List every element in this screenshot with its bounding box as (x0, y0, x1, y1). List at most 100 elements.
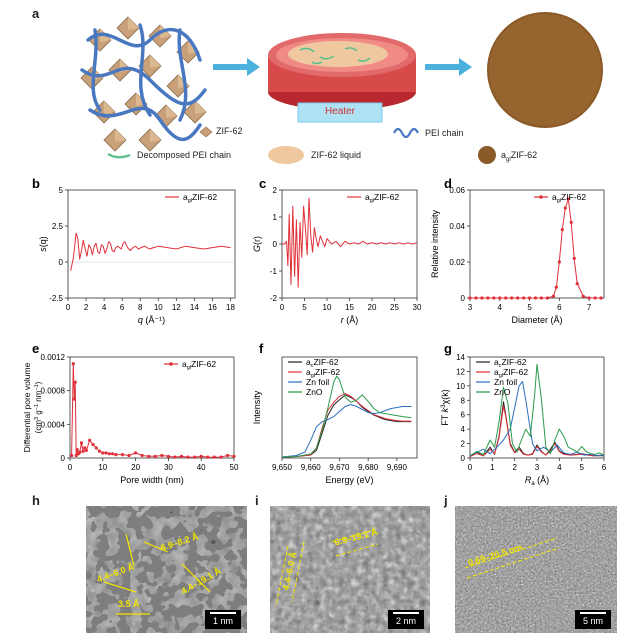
x-tick-label: 30 (164, 463, 173, 472)
plot-frame (67, 189, 236, 299)
data-point (79, 441, 84, 445)
data-point (587, 296, 591, 300)
x-tick-label: 5 (579, 463, 584, 472)
y-axis-label: Differential pore volume (22, 362, 32, 452)
micrograph-h: 6.9–8.2 Å 4.4–6.0 Å 4.4–19.1 Å 3.5 Å 1 n… (86, 506, 247, 633)
data-point (147, 454, 151, 458)
micrograph-i: 6.9–19.1 Å 4.4–6.0 Å 2 nm (270, 506, 430, 633)
data-point (179, 454, 184, 458)
process-arrow-2 (425, 58, 472, 76)
data-point (160, 453, 164, 458)
data-point (120, 453, 125, 457)
y-tick-label: -2.5 (49, 294, 63, 303)
data-point (492, 296, 496, 300)
panel-label-b: b (32, 176, 40, 191)
legend-entry: aglZIF-62 (552, 192, 586, 204)
decomposed-pei-icon (107, 152, 131, 159)
y-axis-label-units: (cm3 g−1 nm−1) (34, 381, 43, 433)
heated-dish (268, 33, 416, 110)
data-point (71, 362, 75, 366)
legend-pei-chain: PEI chain (425, 128, 464, 138)
x-tick-label: 0 (280, 303, 285, 312)
data-point (232, 454, 236, 458)
charts-svg: b0 2 4 6 8 10 12 14 16 18-2.502.55q (Å⁻¹)s(q)aglZ… (22, 176, 607, 487)
x-tick-label: 4 (498, 303, 503, 312)
panel-label-h: h (32, 493, 40, 508)
y-tick-label: 2 (461, 440, 466, 449)
plot-frame (281, 356, 418, 459)
data-point (480, 296, 484, 300)
y-tick-label: 4 (461, 425, 466, 434)
data-point (545, 296, 550, 300)
data-point (522, 296, 526, 300)
legend-marker (169, 362, 173, 366)
data-point (206, 455, 210, 459)
zif62-crystal-facet (195, 101, 206, 114)
zif62-icon (199, 126, 213, 138)
panel-label-g: g (444, 341, 452, 356)
panel-label-e: e (32, 341, 39, 356)
x-tick-label: 4 (557, 463, 562, 472)
schematic-a (80, 12, 603, 164)
x-tick-label: 5 (302, 303, 307, 312)
x-tick-label: 3 (535, 463, 540, 472)
zif62-crystal-facet (166, 105, 177, 118)
x-tick-label: 3 (468, 303, 473, 312)
data-point (91, 442, 95, 447)
data-point (88, 438, 92, 442)
micrograph-j: 0.69–20.5 nm 5 nm (455, 506, 617, 633)
agl-zif62-icon (478, 146, 496, 164)
x-axis-label: q (Å⁻¹) (138, 315, 165, 325)
data-point (70, 453, 74, 458)
y-tick-label: 0 (461, 294, 466, 303)
x-tick-label: 2 (84, 303, 89, 312)
process-arrow-1 (213, 58, 260, 76)
legend-entry: aglZIF-62 (494, 367, 528, 379)
x-tick-label: 15 (345, 303, 354, 312)
data-point (111, 452, 115, 456)
scalebar-i: 2 nm (388, 610, 424, 629)
y-tick-label: 0.0008 (41, 387, 66, 396)
data-point (114, 453, 118, 457)
x-tick-label: 20 (368, 303, 377, 312)
x-tick-label: 10 (98, 463, 107, 472)
data-point (75, 447, 79, 452)
data-point (498, 296, 502, 300)
data-point (474, 296, 478, 300)
x-tick-label: 18 (226, 303, 235, 312)
plot-frame (69, 356, 235, 459)
data-point (572, 256, 576, 260)
data-point (104, 451, 108, 455)
data-point (516, 296, 520, 300)
y-tick-label: 0 (273, 240, 278, 249)
y-tick-label: 2 (273, 186, 278, 195)
legend-entry: ZnO (494, 387, 511, 397)
data-point (72, 397, 76, 401)
data-point (140, 453, 144, 458)
series-line-0 (71, 363, 235, 458)
chart-c: c 0 5 10 15 20 25 30 -2 -1 0 1 2 r (Å) G(r) aglZIF-62 (252, 176, 422, 325)
legend-entry: acZIF-62 (494, 357, 527, 369)
x-tick-label: 4 (102, 303, 107, 312)
y-tick-label: -2 (270, 294, 278, 303)
y-axis-label: FT k3χ(k) (440, 389, 450, 425)
y-tick-label: 0 (59, 258, 64, 267)
x-axis-label: Pore width (nm) (120, 475, 184, 485)
data-point (94, 446, 98, 450)
legend-decomposed-pei: Decomposed PEI chain (137, 150, 232, 160)
pei-chain-icon (393, 127, 419, 139)
data-point (554, 285, 558, 289)
zif62-crystal-facet (115, 129, 126, 142)
x-tick-label: 10 (323, 303, 332, 312)
data-point (199, 454, 203, 458)
y-tick-label: 0 (61, 454, 66, 463)
data-point (575, 282, 579, 286)
data-point (560, 228, 564, 232)
data-point (73, 380, 77, 384)
zif62-liquid-icon (268, 146, 304, 164)
y-tick-label: 10 (456, 382, 465, 391)
x-tick-label: 0 (66, 303, 71, 312)
legend-entry: ZnO (306, 387, 323, 397)
data-point (510, 296, 514, 300)
x-tick-label: 9,670 (329, 463, 350, 472)
